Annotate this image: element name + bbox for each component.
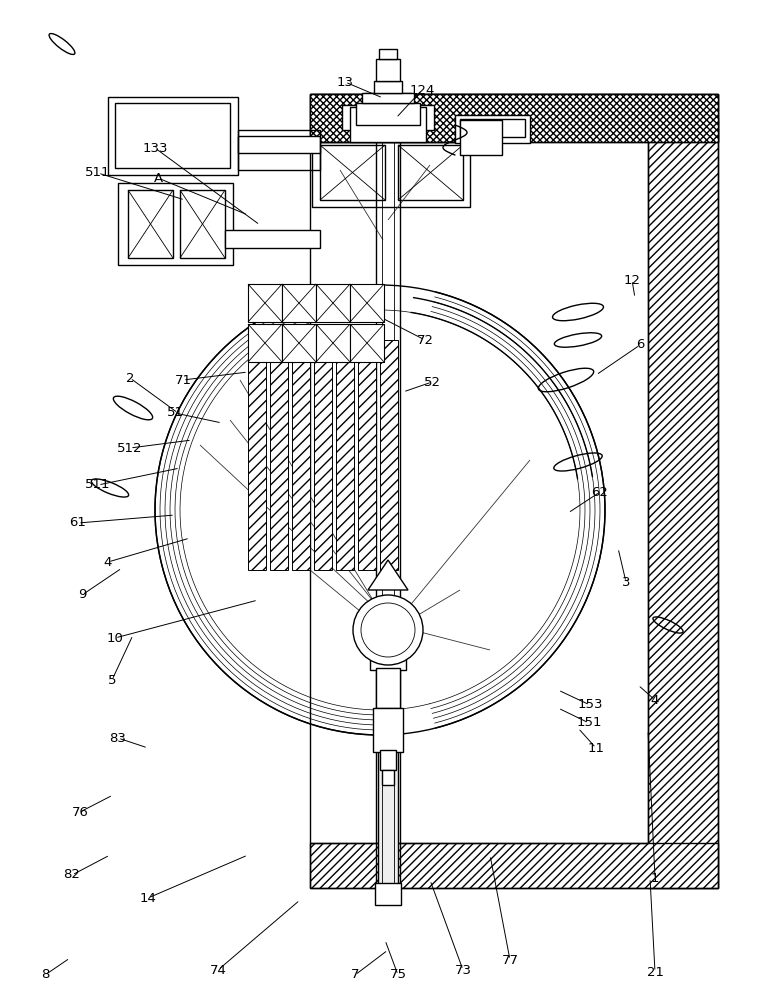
Bar: [350, 107, 426, 142]
Bar: [118, 183, 233, 265]
Text: 153: 153: [578, 698, 603, 712]
Text: 151: 151: [576, 716, 602, 730]
Bar: [342, 105, 434, 130]
Bar: [282, 324, 316, 362]
Text: 13: 13: [337, 76, 353, 89]
Bar: [320, 145, 385, 200]
Bar: [310, 843, 718, 888]
Bar: [376, 59, 400, 81]
Text: 11: 11: [587, 742, 604, 754]
Text: 124: 124: [409, 84, 434, 97]
Text: 77: 77: [502, 954, 518, 966]
Text: 3: 3: [622, 576, 630, 588]
Bar: [312, 142, 470, 207]
Text: 52: 52: [424, 375, 440, 388]
Bar: [310, 94, 718, 142]
Bar: [314, 340, 332, 570]
Bar: [382, 770, 394, 785]
Polygon shape: [368, 560, 408, 590]
Text: 1: 1: [651, 871, 659, 884]
Bar: [282, 284, 316, 322]
Bar: [350, 324, 384, 362]
Bar: [238, 130, 320, 170]
Bar: [648, 118, 718, 888]
Bar: [238, 136, 320, 153]
Bar: [310, 94, 718, 142]
Bar: [370, 632, 406, 670]
Bar: [115, 103, 230, 168]
Bar: [270, 340, 288, 570]
Bar: [128, 190, 173, 258]
Bar: [362, 93, 414, 103]
Text: 75: 75: [390, 968, 406, 982]
Text: 10: 10: [107, 632, 124, 645]
Text: 8: 8: [41, 968, 49, 982]
Bar: [292, 340, 310, 570]
Bar: [336, 340, 354, 570]
Text: 9: 9: [78, 588, 86, 601]
Text: 512: 512: [117, 442, 143, 454]
Text: A: A: [153, 172, 162, 184]
Bar: [378, 750, 398, 888]
Bar: [248, 340, 266, 570]
Text: 12: 12: [624, 273, 641, 286]
Text: 72: 72: [416, 334, 434, 347]
Bar: [398, 145, 463, 200]
Bar: [380, 340, 398, 570]
Text: 74: 74: [209, 964, 227, 976]
Text: 76: 76: [71, 806, 89, 818]
Bar: [374, 81, 402, 93]
Text: 5: 5: [108, 674, 116, 686]
Text: 51: 51: [167, 406, 183, 420]
Bar: [460, 120, 502, 155]
Bar: [316, 284, 350, 322]
Text: 61: 61: [70, 516, 86, 530]
Text: 83: 83: [110, 732, 127, 744]
Bar: [373, 708, 403, 752]
Bar: [108, 97, 238, 175]
Bar: [376, 668, 400, 708]
Bar: [380, 750, 396, 770]
Bar: [316, 324, 350, 362]
Bar: [225, 230, 320, 248]
Text: 71: 71: [174, 373, 192, 386]
Text: 6: 6: [636, 338, 644, 352]
Text: 73: 73: [455, 964, 471, 976]
Bar: [455, 115, 530, 143]
Bar: [365, 93, 411, 105]
Bar: [460, 119, 525, 137]
Text: 14: 14: [139, 892, 156, 904]
Text: 511: 511: [85, 166, 111, 180]
Text: 4: 4: [651, 694, 659, 706]
Bar: [180, 190, 225, 258]
Text: 511: 511: [85, 479, 111, 491]
Bar: [379, 49, 397, 59]
Text: 2: 2: [126, 371, 134, 384]
Bar: [248, 324, 282, 362]
Text: 7: 7: [351, 968, 359, 982]
Circle shape: [353, 595, 423, 665]
Text: 21: 21: [647, 966, 663, 978]
Bar: [360, 612, 416, 648]
Text: 62: 62: [591, 486, 609, 498]
Bar: [358, 340, 376, 570]
Circle shape: [361, 603, 415, 657]
Bar: [248, 284, 282, 322]
Text: 133: 133: [143, 141, 168, 154]
Bar: [356, 103, 420, 125]
Text: 4: 4: [104, 556, 112, 568]
Text: 82: 82: [64, 868, 80, 882]
Bar: [350, 284, 384, 322]
Bar: [375, 883, 401, 905]
